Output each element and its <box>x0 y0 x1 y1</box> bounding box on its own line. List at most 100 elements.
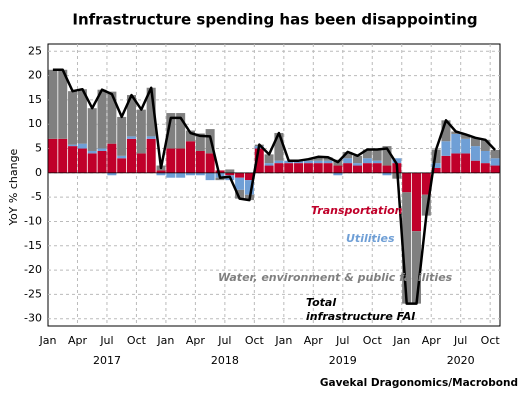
annotation: Water, environment & public facilities <box>218 271 453 284</box>
bar <box>470 146 480 161</box>
x-tick-label: Jan <box>392 334 410 347</box>
bar <box>382 165 392 173</box>
bar <box>372 149 382 161</box>
x-group-label: 2019 <box>329 354 357 367</box>
x-tick-label: Jul <box>99 334 113 347</box>
bar <box>97 148 107 151</box>
bar <box>68 146 78 173</box>
bar <box>156 172 166 176</box>
bar <box>333 165 343 173</box>
bar <box>451 153 461 173</box>
bar <box>185 141 195 173</box>
bar <box>185 172 195 176</box>
x-tick-label: Jan <box>156 334 174 347</box>
bar <box>343 163 353 173</box>
x-tick-label: Oct <box>363 334 383 347</box>
x-tick-label: Apr <box>304 334 324 347</box>
x-tick-label: Apr <box>186 334 206 347</box>
bar <box>195 172 205 176</box>
bar <box>451 133 461 154</box>
y-tick-label: 25 <box>28 44 42 57</box>
bar <box>244 172 254 181</box>
bar <box>176 113 186 149</box>
bar <box>146 138 156 173</box>
y-tick-label: 10 <box>28 117 42 130</box>
bar <box>68 144 78 147</box>
bar <box>382 172 392 176</box>
bar <box>411 231 421 304</box>
bar <box>353 155 363 164</box>
bar <box>470 137 480 147</box>
y-tick-label: -10 <box>24 214 42 227</box>
bar <box>87 153 97 173</box>
chart-title: Infrastructure spending has been disappo… <box>72 11 477 29</box>
bar <box>117 158 127 173</box>
bar <box>461 153 471 173</box>
bar <box>244 180 254 195</box>
bar <box>402 172 412 193</box>
annotation: Total infrastructure FAI <box>306 296 416 323</box>
bar <box>441 120 451 142</box>
bar <box>205 172 215 181</box>
bar <box>353 165 363 173</box>
bar <box>392 158 402 164</box>
bar <box>146 87 156 137</box>
bar <box>185 130 195 142</box>
x-group-label: 2020 <box>447 354 475 367</box>
bar <box>294 163 304 173</box>
bar <box>490 149 500 159</box>
bar <box>353 163 363 166</box>
bar <box>480 139 490 151</box>
bar <box>421 194 431 216</box>
bar <box>117 155 127 159</box>
bar <box>107 172 117 176</box>
bar <box>68 91 78 145</box>
bar <box>235 189 245 199</box>
bar <box>156 170 166 173</box>
bar <box>323 160 333 164</box>
bar <box>264 154 274 164</box>
bar <box>382 146 392 166</box>
y-tick-label: -15 <box>24 239 42 252</box>
x-tick-label: Oct <box>245 334 265 347</box>
bar <box>77 148 87 173</box>
y-tick-label: -5 <box>31 190 42 203</box>
y-tick-label: 15 <box>28 93 42 106</box>
annotation: Transportation <box>311 204 403 217</box>
plot-area <box>47 43 501 327</box>
bar <box>264 165 274 173</box>
bar <box>274 160 284 164</box>
bar <box>274 163 284 173</box>
bar <box>127 138 137 173</box>
y-tick-label: 0 <box>35 166 42 179</box>
bar <box>372 163 382 173</box>
bar <box>77 89 87 144</box>
source: Gavekal Dragonomics/Macrobond <box>320 377 518 389</box>
bar <box>235 177 245 190</box>
bar <box>97 89 107 149</box>
bar <box>166 148 176 173</box>
bar <box>303 163 313 173</box>
bar <box>470 160 480 173</box>
bar <box>362 149 372 159</box>
bar <box>254 148 264 173</box>
bar <box>441 141 451 156</box>
y-tick-label: 5 <box>35 142 42 155</box>
y-tick-label: -30 <box>24 312 42 325</box>
x-tick-label: Oct <box>481 334 501 347</box>
bar <box>313 163 323 173</box>
bar <box>313 156 323 161</box>
bar <box>284 163 294 173</box>
bar <box>195 150 205 173</box>
bar <box>313 160 323 164</box>
bar <box>372 160 382 164</box>
bar <box>87 108 97 151</box>
x-group-label: 2018 <box>211 354 239 367</box>
line <box>52 68 497 305</box>
bar <box>490 158 500 166</box>
x-tick-label: Jul <box>335 334 349 347</box>
bar <box>117 116 127 156</box>
bar <box>461 138 471 154</box>
bar <box>166 113 176 149</box>
